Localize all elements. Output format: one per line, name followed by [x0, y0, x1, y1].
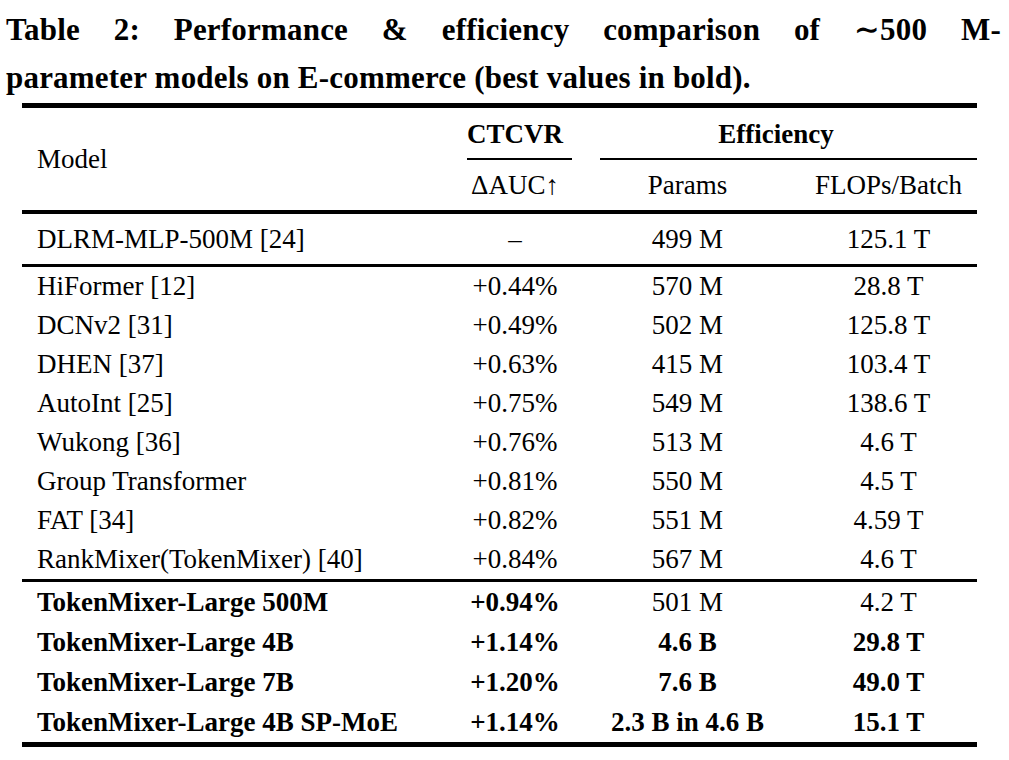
table-row: TokenMixer-Large 500M +0.94% 501 M 4.2 T	[22, 581, 977, 623]
table-row: Wukong [36] +0.76% 513 M 4.6 T	[22, 423, 977, 462]
delta-auc-cell: +0.44%	[455, 266, 575, 307]
params-cell: 549 M	[575, 384, 800, 423]
params-cell: 567 M	[575, 540, 800, 581]
params-cell: 551 M	[575, 501, 800, 540]
params-cell: 502 M	[575, 306, 800, 345]
model-cell: HiFormer [12]	[22, 266, 455, 307]
delta-auc-cell: +0.76%	[455, 423, 575, 462]
header-group-row: Model CTCVR Efficiency	[22, 106, 977, 161]
params-cell: 499 M	[575, 212, 800, 266]
flops-cell: 49.0 T	[800, 662, 977, 702]
model-cell: TokenMixer-Large 4B	[22, 622, 455, 662]
efficiency-group-rule	[600, 158, 977, 160]
params-cell: 570 M	[575, 266, 800, 307]
flops-cell: 4.5 T	[800, 462, 977, 501]
params-cell: 550 M	[575, 462, 800, 501]
model-cell: TokenMixer-Large 4B SP-MoE	[22, 702, 455, 745]
model-cell: TokenMixer-Large 500M	[22, 581, 455, 623]
delta-auc-cell: +0.75%	[455, 384, 575, 423]
model-cell: DCNv2 [31]	[22, 306, 455, 345]
params-cell: 2.3 B in 4.6 B	[575, 702, 800, 745]
section-tokenmixer: TokenMixer-Large 500M +0.94% 501 M 4.2 T…	[22, 581, 977, 745]
delta-auc-cell: +0.81%	[455, 462, 575, 501]
column-group-ctcvr: CTCVR	[455, 106, 575, 161]
column-header-delta-auc: ΔAUC↑	[455, 160, 575, 212]
table-row: RankMixer(TokenMixer) [40] +0.84% 567 M …	[22, 540, 977, 581]
flops-cell: 28.8 T	[800, 266, 977, 307]
table-row: HiFormer [12] +0.44% 570 M 28.8 T	[22, 266, 977, 307]
model-cell: Wukong [36]	[22, 423, 455, 462]
delta-auc-cell: +0.63%	[455, 345, 575, 384]
delta-auc-cell: +0.49%	[455, 306, 575, 345]
column-header-flops: FLOPs/Batch	[800, 160, 977, 212]
column-group-efficiency: Efficiency	[575, 106, 977, 161]
table-row: DCNv2 [31] +0.49% 502 M 125.8 T	[22, 306, 977, 345]
column-header-model: Model	[22, 106, 455, 213]
table-caption: Table 2: Performance & efficiency compar…	[0, 0, 1009, 102]
model-cell: RankMixer(TokenMixer) [40]	[22, 540, 455, 581]
table-row: TokenMixer-Large 7B +1.20% 7.6 B 49.0 T	[22, 662, 977, 702]
ctcvr-group-rule	[467, 158, 572, 160]
model-cell: DLRM-MLP-500M [24]	[22, 212, 455, 266]
params-cell: 7.6 B	[575, 662, 800, 702]
table-row: TokenMixer-Large 4B SP-MoE +1.14% 2.3 B …	[22, 702, 977, 745]
delta-auc-cell: +0.84%	[455, 540, 575, 581]
delta-auc-cell: +0.82%	[455, 501, 575, 540]
table-row: DLRM-MLP-500M [24] – 499 M 125.1 T	[22, 212, 977, 266]
table-row: TokenMixer-Large 4B +1.14% 4.6 B 29.8 T	[22, 622, 977, 662]
flops-cell: 15.1 T	[800, 702, 977, 745]
delta-auc-cell: +1.20%	[455, 662, 575, 702]
model-cell: Group Transformer	[22, 462, 455, 501]
delta-auc-cell: –	[455, 212, 575, 266]
flops-cell: 4.6 T	[800, 423, 977, 462]
section-baseline: DLRM-MLP-500M [24] – 499 M 125.1 T	[22, 212, 977, 266]
flops-cell: 29.8 T	[800, 622, 977, 662]
paper-page: Table 2: Performance & efficiency compar…	[0, 0, 1009, 747]
flops-cell: 138.6 T	[800, 384, 977, 423]
results-table: Model CTCVR Efficiency ΔAUC↑ Params FLOP…	[22, 103, 977, 747]
delta-auc-cell: +1.14%	[455, 702, 575, 745]
efficiency-group-label: Efficiency	[718, 119, 833, 149]
model-cell: DHEN [37]	[22, 345, 455, 384]
table-row: Group Transformer +0.81% 550 M 4.5 T	[22, 462, 977, 501]
section-competitors: HiFormer [12] +0.44% 570 M 28.8 T DCNv2 …	[22, 266, 977, 581]
table-header: Model CTCVR Efficiency ΔAUC↑ Params FLOP…	[22, 106, 977, 213]
delta-auc-cell: +0.94%	[455, 581, 575, 623]
table-row: DHEN [37] +0.63% 415 M 103.4 T	[22, 345, 977, 384]
model-cell: AutoInt [25]	[22, 384, 455, 423]
table-caption-line-1: Table 2: Performance & efficiency compar…	[6, 6, 1001, 54]
flops-cell: 103.4 T	[800, 345, 977, 384]
flops-cell: 125.8 T	[800, 306, 977, 345]
table-row: AutoInt [25] +0.75% 549 M 138.6 T	[22, 384, 977, 423]
table-caption-line-2: parameter models on E-commerce (best val…	[6, 54, 1001, 102]
flops-cell: 4.59 T	[800, 501, 977, 540]
flops-cell: 4.2 T	[800, 581, 977, 623]
params-cell: 513 M	[575, 423, 800, 462]
delta-auc-cell: +1.14%	[455, 622, 575, 662]
params-cell: 415 M	[575, 345, 800, 384]
params-cell: 4.6 B	[575, 622, 800, 662]
table-row: FAT [34] +0.82% 551 M 4.59 T	[22, 501, 977, 540]
ctcvr-group-label: CTCVR	[467, 119, 563, 149]
model-cell: TokenMixer-Large 7B	[22, 662, 455, 702]
column-header-params: Params	[575, 160, 800, 212]
model-cell: FAT [34]	[22, 501, 455, 540]
flops-cell: 4.6 T	[800, 540, 977, 581]
flops-cell: 125.1 T	[800, 212, 977, 266]
params-cell: 501 M	[575, 581, 800, 623]
